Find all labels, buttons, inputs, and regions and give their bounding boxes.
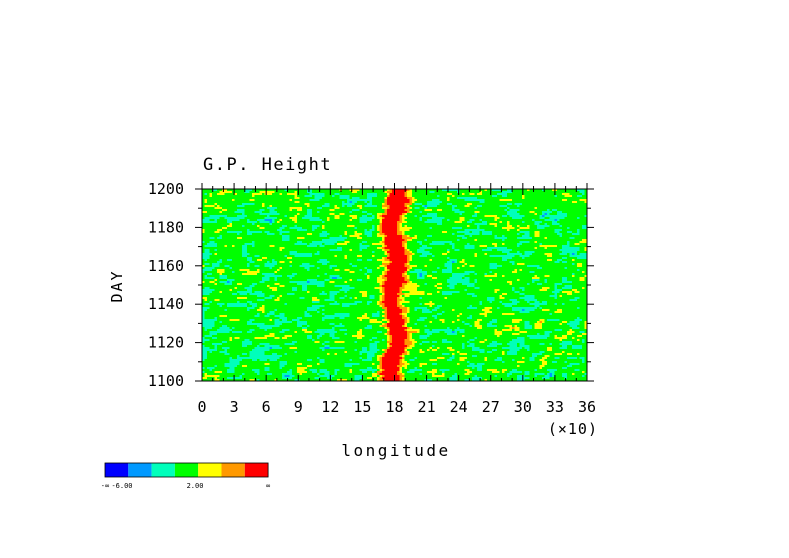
heatmap-field xyxy=(202,189,587,381)
chart-title: G.P. Height xyxy=(203,155,332,175)
